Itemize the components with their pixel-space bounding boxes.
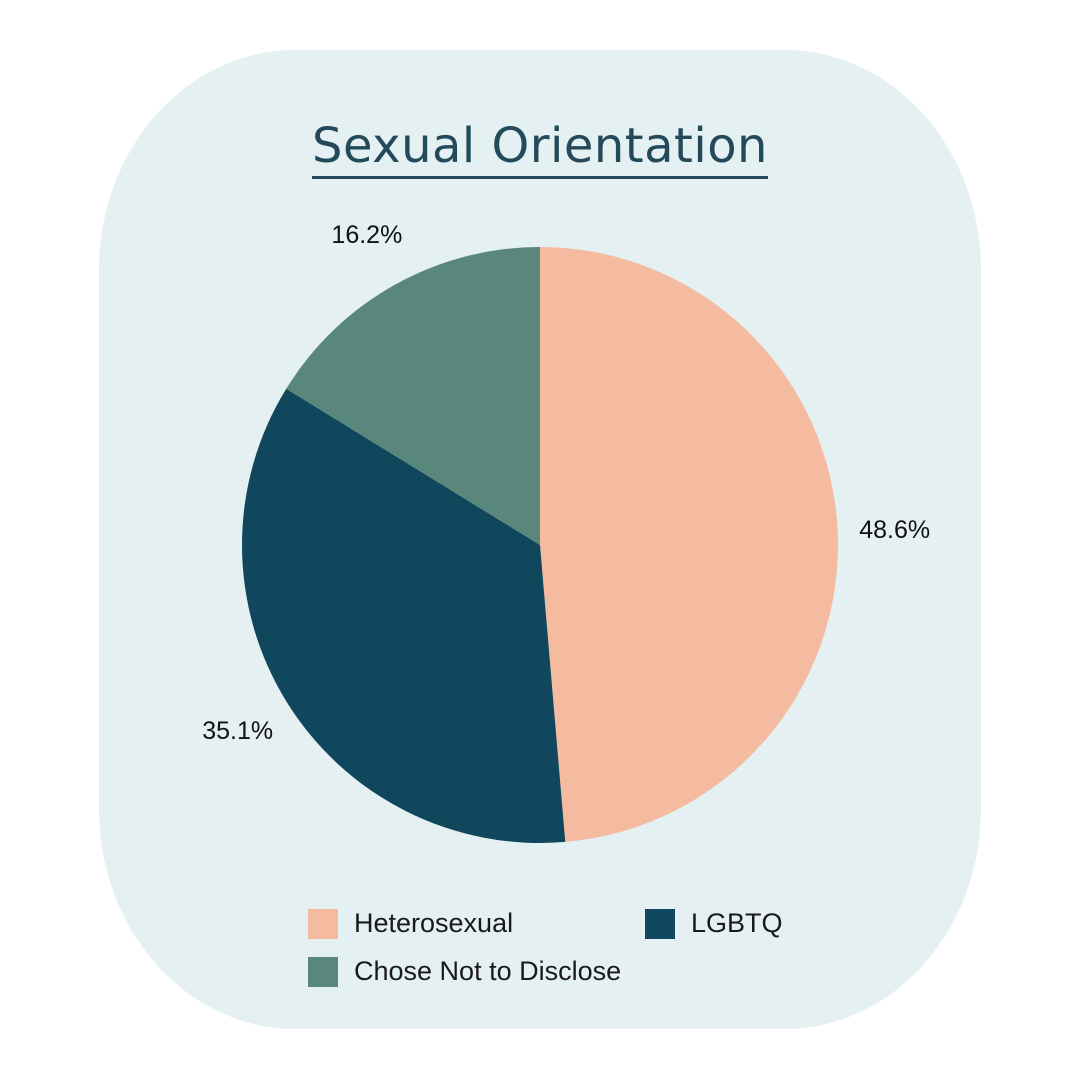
pie-slice-lgbtq — [242, 388, 566, 843]
data-label-lgbtq: 35.1% — [202, 717, 273, 745]
pie-slice-heterosexual — [540, 247, 839, 842]
chart-title-text: Sexual Orientation — [312, 118, 768, 179]
data-label-chose-not-to-disclose: 16.2% — [331, 221, 402, 249]
data-label-heterosexual: 48.6% — [859, 516, 930, 544]
chart-title: Sexual Orientation — [0, 118, 1080, 179]
pie-slice-chose-not-to-disclose — [286, 247, 540, 545]
